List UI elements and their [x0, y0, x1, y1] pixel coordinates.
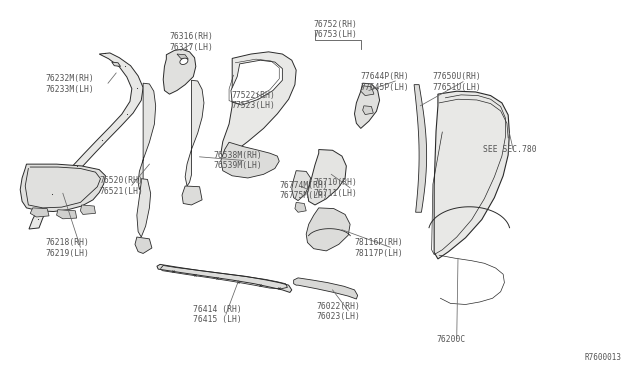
Polygon shape: [306, 208, 350, 251]
Text: SEE SEC.780: SEE SEC.780: [483, 145, 537, 154]
Text: 76022(RH)
76023(LH): 76022(RH) 76023(LH): [317, 302, 361, 321]
Polygon shape: [29, 53, 143, 229]
Polygon shape: [295, 202, 306, 212]
Text: 78116P(RH)
78117P(LH): 78116P(RH) 78117P(LH): [355, 238, 403, 258]
Polygon shape: [185, 80, 204, 186]
Polygon shape: [363, 106, 373, 115]
Polygon shape: [163, 49, 196, 94]
Text: 77650U(RH)
77651U(LH): 77650U(RH) 77651U(LH): [433, 73, 482, 92]
Polygon shape: [112, 62, 120, 67]
Ellipse shape: [180, 58, 188, 64]
Polygon shape: [355, 83, 380, 128]
Text: 76520(RH)
76521(LH): 76520(RH) 76521(LH): [99, 176, 143, 196]
Polygon shape: [221, 52, 296, 160]
Polygon shape: [81, 205, 95, 214]
Polygon shape: [292, 171, 310, 201]
Text: R7600013: R7600013: [584, 353, 621, 362]
Polygon shape: [157, 264, 292, 292]
Polygon shape: [434, 91, 509, 259]
Text: 77644P(RH)
77645P(LH): 77644P(RH) 77645P(LH): [361, 73, 410, 92]
Polygon shape: [361, 86, 374, 96]
Text: 76774M(RH)
76775M(LH): 76774M(RH) 76775M(LH): [279, 181, 328, 200]
Text: 76200C: 76200C: [436, 335, 465, 344]
Polygon shape: [221, 142, 279, 178]
Polygon shape: [137, 179, 150, 237]
Polygon shape: [231, 60, 282, 105]
Text: 76710(RH)
76711(LH): 76710(RH) 76711(LH): [314, 178, 358, 198]
Polygon shape: [307, 150, 346, 205]
Text: 76752(RH)
76753(LH): 76752(RH) 76753(LH): [314, 20, 358, 39]
Text: 76414 (RH)
76415 (LH): 76414 (RH) 76415 (LH): [193, 305, 242, 324]
Polygon shape: [414, 85, 427, 212]
Text: 76316(RH)
76317(LH): 76316(RH) 76317(LH): [170, 32, 213, 52]
Text: 77522(RH)
77523(LH): 77522(RH) 77523(LH): [231, 91, 275, 110]
Polygon shape: [30, 208, 49, 217]
Polygon shape: [20, 164, 106, 212]
Polygon shape: [177, 54, 188, 59]
Text: 76218(RH)
76219(LH): 76218(RH) 76219(LH): [45, 238, 89, 258]
Polygon shape: [56, 210, 77, 219]
Polygon shape: [182, 186, 202, 205]
Polygon shape: [138, 83, 156, 190]
Text: 76538M(RH)
76539M(LH): 76538M(RH) 76539M(LH): [213, 151, 262, 170]
Polygon shape: [135, 237, 152, 253]
Text: 76232M(RH)
76233M(LH): 76232M(RH) 76233M(LH): [45, 74, 94, 94]
Polygon shape: [294, 278, 358, 299]
